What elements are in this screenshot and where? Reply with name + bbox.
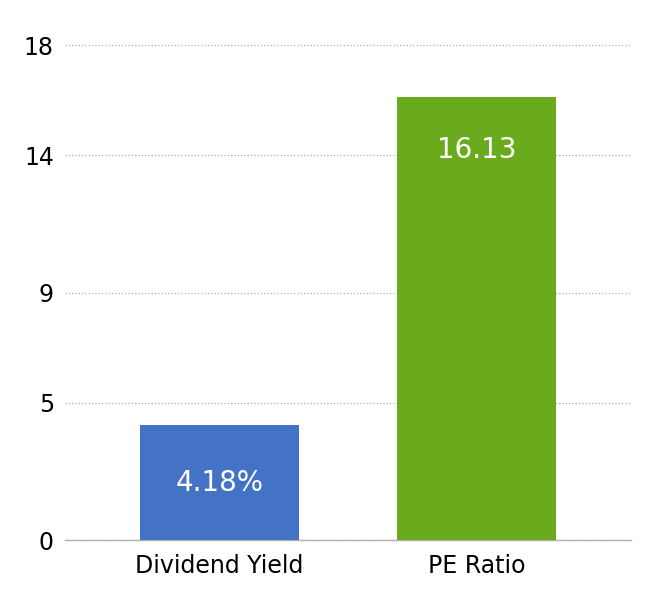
Text: 4.18%: 4.18%	[176, 469, 263, 497]
Bar	[140, 425, 299, 540]
Text: 16.13: 16.13	[437, 136, 516, 164]
Bar	[396, 97, 556, 540]
